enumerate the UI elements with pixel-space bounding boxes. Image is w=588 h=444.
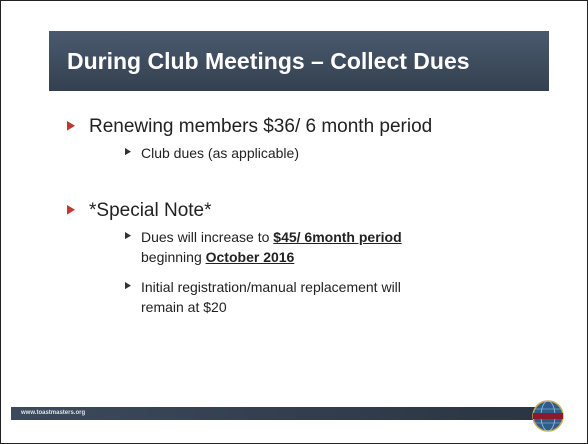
bullet-marker	[125, 232, 131, 240]
bullet: *Special Note* Dues will increase to $45/…	[67, 197, 537, 317]
sub-bullet-text: Initial registration/manual replacement …	[141, 279, 401, 315]
sub-bullets: Dues will increase to $45/ 6month period…	[89, 227, 537, 317]
sub-bullet-text: Club dues (as applicable)	[141, 145, 299, 161]
footer-bar: www.toastmasters.org	[11, 407, 561, 420]
sub-bullet: Initial registration/manual replacement …	[89, 277, 441, 317]
text-run: Renewing members $36/ 6 month period	[89, 116, 433, 137]
sub-bullet: Club dues (as applicable)	[89, 143, 441, 163]
footer-url: www.toastmasters.org	[21, 410, 86, 416]
bullet-marker	[67, 121, 75, 131]
bullet: Renewing members $36/ 6 month period Club…	[67, 113, 537, 163]
text-run: Dues will increase to	[141, 229, 274, 245]
title-bar: During Club Meetings – Collect Dues	[49, 31, 549, 91]
bullet-text: *Special Note*	[89, 200, 212, 221]
bullet-text: Renewing members $36/ 6 month period	[89, 116, 432, 137]
text-run: beginning	[141, 249, 206, 265]
sub-bullet: Dues will increase to $45/ 6month period…	[89, 227, 441, 267]
emphasis-text: $45/ 6month period	[273, 229, 402, 245]
bullet-marker	[125, 148, 131, 156]
logo	[532, 400, 564, 432]
bullet-marker	[125, 282, 131, 290]
slide-title: During Club Meetings – Collect Dues	[67, 48, 470, 74]
sub-bullet-text: Dues will increase to $45/ 6month period…	[141, 229, 402, 265]
text-run: *Special Note*	[89, 200, 212, 221]
emphasis-text: October 2016	[205, 249, 295, 265]
slide-body: Renewing members $36/ 6 month period Club…	[67, 113, 537, 351]
bullet-marker	[67, 205, 75, 215]
text-run: Club dues (as applicable)	[141, 145, 299, 161]
text-run: Initial registration/manual replacement …	[141, 279, 401, 315]
sub-bullets: Club dues (as applicable)	[89, 143, 537, 163]
